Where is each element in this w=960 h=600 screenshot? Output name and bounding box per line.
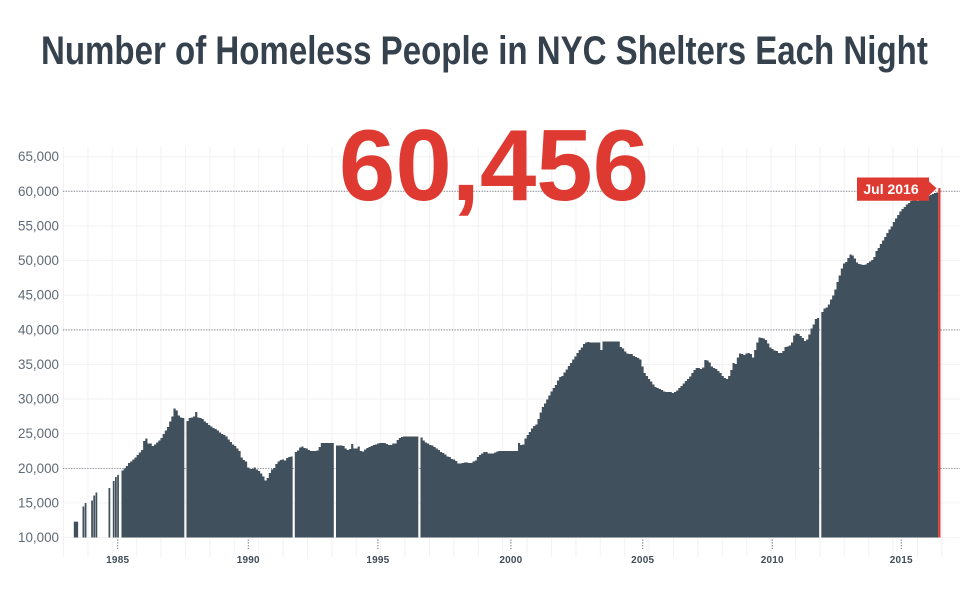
svg-text:2000: 2000 xyxy=(499,555,522,566)
svg-text:1995: 1995 xyxy=(366,555,389,566)
svg-text:2005: 2005 xyxy=(631,555,654,566)
svg-text:25,000: 25,000 xyxy=(18,426,59,441)
svg-text:30,000: 30,000 xyxy=(18,392,59,407)
svg-text:45,000: 45,000 xyxy=(18,288,59,303)
svg-text:35,000: 35,000 xyxy=(18,357,59,372)
svg-text:65,000: 65,000 xyxy=(18,149,59,164)
svg-text:2010: 2010 xyxy=(761,555,784,566)
svg-text:2015: 2015 xyxy=(890,555,913,566)
svg-text:Jul 2016: Jul 2016 xyxy=(863,181,918,197)
svg-text:50,000: 50,000 xyxy=(18,253,59,268)
svg-text:60,000: 60,000 xyxy=(18,184,59,199)
svg-text:20,000: 20,000 xyxy=(18,461,59,476)
svg-text:1985: 1985 xyxy=(106,555,129,566)
svg-text:15,000: 15,000 xyxy=(18,495,59,510)
svg-text:10,000: 10,000 xyxy=(18,530,59,545)
svg-text:1990: 1990 xyxy=(237,555,260,566)
svg-text:55,000: 55,000 xyxy=(18,218,59,233)
svg-text:40,000: 40,000 xyxy=(18,322,59,337)
